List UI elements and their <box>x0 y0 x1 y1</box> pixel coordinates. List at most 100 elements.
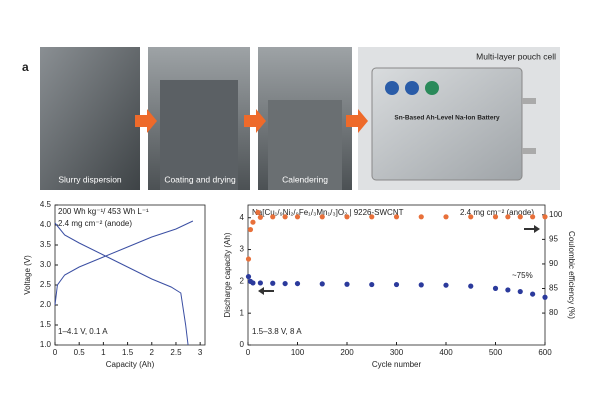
y-tick-label: 3.0 <box>40 260 52 269</box>
point <box>542 294 548 300</box>
y2-tick-label: 85 <box>549 284 558 293</box>
point <box>250 280 256 286</box>
point <box>542 214 548 220</box>
annotation: 200 Wh kg⁻¹/ 453 Wh L⁻¹ <box>58 207 149 216</box>
point <box>270 280 276 286</box>
point <box>517 214 523 220</box>
point <box>294 280 301 287</box>
point <box>393 281 400 288</box>
point <box>443 214 449 220</box>
point <box>245 273 252 280</box>
point <box>282 280 288 287</box>
y-tick-label: 3 <box>240 245 245 254</box>
point <box>250 219 256 225</box>
x-tick-label: 0.5 <box>74 348 86 357</box>
point <box>418 214 424 220</box>
y2-tick-label: 80 <box>549 308 558 317</box>
y-tick-label: 4 <box>240 213 245 222</box>
photo-caption: Coating and drying <box>164 174 236 184</box>
x-tick-label: 300 <box>390 348 404 357</box>
point <box>468 283 474 289</box>
point <box>245 256 252 262</box>
icon <box>425 81 439 95</box>
x-tick-label: 500 <box>489 348 503 357</box>
tab <box>522 148 536 154</box>
pouch-label: Sn-Based Ah-Level Na-Ion Battery <box>394 115 500 122</box>
photo-caption: Multi-layer pouch cell <box>476 51 556 61</box>
point <box>270 214 276 220</box>
point <box>505 214 511 220</box>
point <box>369 214 375 220</box>
annotation: ~75% <box>512 271 533 280</box>
x-axis-label: Capacity (Ah) <box>106 360 155 369</box>
point <box>530 291 536 297</box>
x-tick-label: 200 <box>340 348 354 357</box>
x-tick-label: 1.5 <box>122 348 134 357</box>
point <box>344 214 350 220</box>
point <box>255 209 261 215</box>
x-tick-label: 0 <box>246 348 251 357</box>
photo-detail <box>268 100 342 190</box>
x-axis-label: Cycle number <box>372 360 422 369</box>
y-tick-label: 1.0 <box>40 340 52 349</box>
point <box>505 287 511 293</box>
y-axis-label: Discharge capacity (Ah) <box>223 232 232 317</box>
annotation: 2.4 mg cm⁻² (anode) <box>58 219 132 228</box>
axis-arrow <box>258 287 274 295</box>
y2-tick-label: 100 <box>549 210 563 219</box>
y-tick-label: 2.5 <box>40 280 52 289</box>
point <box>294 214 301 220</box>
point <box>257 214 263 220</box>
arrow <box>135 109 157 133</box>
axis-arrow <box>524 225 540 233</box>
annotation: Na[Cu₁/₉Ni₂/₉Fe₁/₃Mn₁/₃]O₂ | 9226-SWCNT <box>252 208 404 217</box>
tab <box>522 98 536 104</box>
point <box>257 280 263 286</box>
y-tick-label: 4.0 <box>40 220 52 229</box>
photo-caption: Calendering <box>282 174 328 184</box>
line <box>54 220 194 306</box>
y-tick-label: 2 <box>240 276 245 285</box>
point <box>492 285 499 291</box>
annotation: 1.5–3.8 V, 8 A <box>252 327 302 336</box>
x-tick-label: 400 <box>439 348 453 357</box>
x-tick-label: 2.5 <box>170 348 182 357</box>
plot-frame <box>54 204 206 346</box>
point <box>344 281 350 287</box>
y2-tick-label: 90 <box>549 259 558 268</box>
pouch-cell <box>371 67 523 181</box>
y2-axis-label: Coulombic efficiency (%) <box>567 231 576 319</box>
point <box>492 214 499 220</box>
annotation: 2.4 mg cm⁻² (anode) <box>460 208 534 217</box>
photo-detail <box>160 80 238 190</box>
arrow <box>346 109 368 133</box>
line <box>54 222 189 346</box>
point <box>369 281 375 288</box>
point <box>319 214 325 220</box>
x-tick-label: 600 <box>538 348 552 357</box>
point <box>247 226 254 233</box>
y-tick-label: 3.5 <box>40 240 52 249</box>
x-tick-label: 2 <box>150 348 155 357</box>
y-tick-label: 0 <box>240 340 245 349</box>
x-tick-label: 3 <box>198 348 203 357</box>
panel-label: a <box>22 60 29 74</box>
x-tick-label: 0 <box>53 348 58 357</box>
y-tick-label: 1.5 <box>40 320 52 329</box>
point <box>282 214 288 220</box>
point <box>530 214 536 220</box>
y-tick-label: 1 <box>240 308 245 317</box>
point <box>393 214 400 220</box>
arrow <box>244 109 266 133</box>
y-axis-label: Voltage (V) <box>23 255 32 295</box>
icon <box>405 81 419 95</box>
point <box>443 282 449 288</box>
photo <box>40 47 140 190</box>
icon <box>385 81 399 95</box>
x-tick-label: 100 <box>291 348 305 357</box>
photo-caption: Slurry dispersion <box>58 174 122 184</box>
y-tick-label: 4.5 <box>40 200 52 209</box>
point <box>418 282 424 288</box>
y2-tick-label: 95 <box>549 234 558 243</box>
